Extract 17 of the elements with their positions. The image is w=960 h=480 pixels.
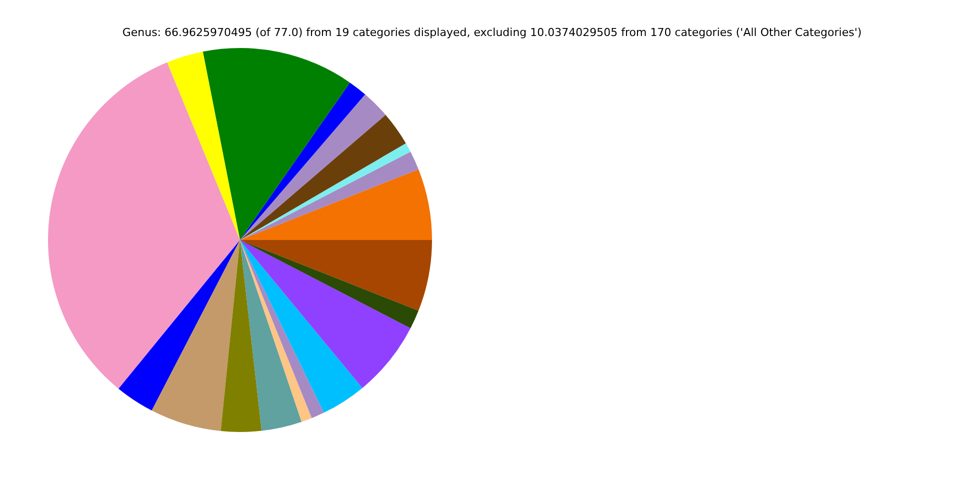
pie-slice (167, 52, 240, 240)
pie-slice (240, 114, 406, 240)
pie-slice (240, 240, 411, 388)
pie-slice (240, 240, 432, 311)
pie-slice (240, 240, 362, 413)
pie-slice (240, 240, 312, 422)
pie-slice (240, 82, 366, 240)
pie-slice (240, 169, 432, 240)
pie-slice (240, 240, 302, 431)
pie-slice (152, 240, 240, 432)
pie-slice (118, 240, 240, 411)
text: Genus: 66.9625970495 (of 77.0) from 19 categories displayed, excluding 10.0374029505 from 170 categories ('All Other Categories') (122, 26, 862, 39)
pie-slice (202, 48, 350, 240)
pie-slice (48, 62, 240, 389)
pie-slice (220, 240, 262, 432)
pie-slice (240, 240, 419, 328)
pie-slice (240, 240, 324, 418)
